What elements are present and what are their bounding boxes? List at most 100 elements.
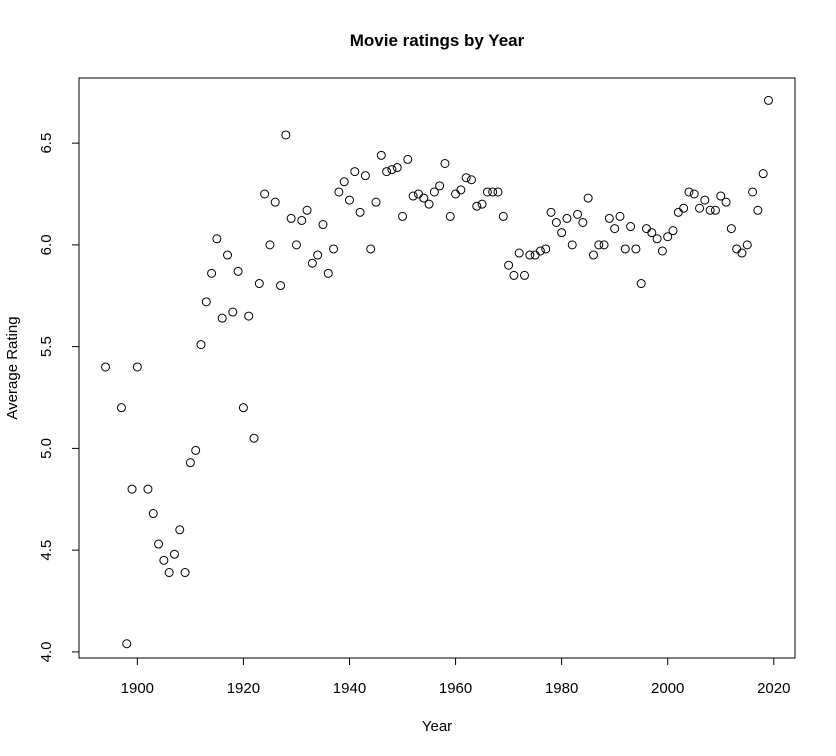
- data-point: [742, 240, 752, 250]
- data-point: [716, 191, 726, 201]
- data-point: [249, 433, 259, 443]
- data-point: [244, 311, 254, 321]
- data-point: [604, 213, 614, 223]
- data-point: [413, 189, 423, 199]
- data-point: [286, 213, 296, 223]
- data-point: [382, 167, 392, 177]
- data-point: [398, 211, 408, 221]
- data-point: [180, 568, 190, 578]
- data-point: [710, 205, 720, 215]
- y-tick-label-2: 5.0: [38, 438, 55, 459]
- data-point: [429, 187, 439, 197]
- data-point: [154, 539, 164, 549]
- y-tick-label-1: 4.5: [38, 540, 55, 561]
- data-point: [705, 205, 715, 215]
- data-point: [504, 260, 514, 270]
- data-point: [265, 240, 275, 250]
- data-point: [403, 154, 413, 164]
- data-point: [732, 244, 742, 254]
- data-point: [477, 199, 487, 209]
- data-point: [101, 362, 111, 372]
- x-tick-label-1980: 1980: [545, 680, 578, 697]
- y-tick-label-5: 6.5: [38, 133, 55, 154]
- data-point: [748, 187, 758, 197]
- data-point: [408, 191, 418, 201]
- data-point: [313, 250, 323, 260]
- data-point: [498, 211, 508, 221]
- data-point: [276, 281, 286, 291]
- data-point: [626, 222, 636, 232]
- data-point: [663, 232, 673, 242]
- y-tick-label-0: 4.0: [38, 641, 55, 662]
- data-point: [350, 167, 360, 177]
- data-point: [456, 185, 466, 195]
- data-point: [260, 189, 270, 199]
- data-point: [551, 217, 561, 227]
- data-point: [535, 246, 545, 256]
- x-tick-label-1900: 1900: [121, 680, 154, 697]
- data-point: [169, 549, 179, 559]
- data-point: [721, 197, 731, 207]
- data-point: [355, 207, 365, 217]
- data-point: [493, 187, 503, 197]
- data-point: [763, 95, 773, 105]
- data-point: [334, 187, 344, 197]
- data-point: [307, 258, 317, 268]
- y-axis-label: Average Rating: [4, 316, 21, 419]
- data-point: [159, 555, 169, 565]
- y-tick-label-3: 5.5: [38, 336, 55, 357]
- data-point: [567, 240, 577, 250]
- data-point: [461, 173, 471, 183]
- data-point: [371, 197, 381, 207]
- data-point: [228, 307, 238, 317]
- data-point: [191, 445, 201, 455]
- data-point: [695, 203, 705, 213]
- data-point: [509, 270, 519, 280]
- data-point: [116, 403, 126, 413]
- data-point: [689, 189, 699, 199]
- data-point: [615, 211, 625, 221]
- data-point: [583, 193, 593, 203]
- chart-title: Movie ratings by Year: [350, 31, 525, 50]
- data-point: [737, 248, 747, 258]
- data-point: [588, 250, 598, 260]
- data-point: [530, 250, 540, 260]
- data-point: [753, 205, 763, 215]
- data-point: [318, 220, 328, 230]
- data-point: [175, 525, 185, 535]
- data-point: [631, 244, 641, 254]
- data-point: [387, 165, 397, 175]
- data-point: [196, 340, 206, 350]
- data-point: [297, 215, 307, 225]
- data-point: [562, 213, 572, 223]
- data-point: [673, 207, 683, 217]
- data-point: [514, 248, 524, 258]
- data-point: [212, 234, 222, 244]
- data-point: [636, 279, 646, 289]
- data-point: [652, 234, 662, 244]
- data-point: [185, 458, 195, 468]
- data-point: [233, 266, 243, 276]
- data-point: [366, 244, 376, 254]
- data-point: [122, 639, 132, 649]
- data-point: [541, 244, 551, 254]
- data-point: [546, 207, 556, 217]
- data-point: [599, 240, 609, 250]
- x-axis-label: Year: [422, 718, 452, 735]
- data-points: [101, 95, 773, 649]
- x-tick-label-2000: 2000: [651, 680, 684, 697]
- data-point: [424, 199, 434, 209]
- data-point: [323, 268, 333, 278]
- data-point: [164, 568, 174, 578]
- data-point: [472, 201, 482, 211]
- data-point: [392, 163, 402, 173]
- data-point: [668, 226, 678, 236]
- data-point: [291, 240, 301, 250]
- data-point: [360, 171, 370, 181]
- x-tick-label-1940: 1940: [333, 680, 366, 697]
- data-point: [435, 181, 445, 191]
- data-point: [148, 509, 158, 519]
- plot-frame: [78, 77, 796, 659]
- data-point: [610, 224, 620, 234]
